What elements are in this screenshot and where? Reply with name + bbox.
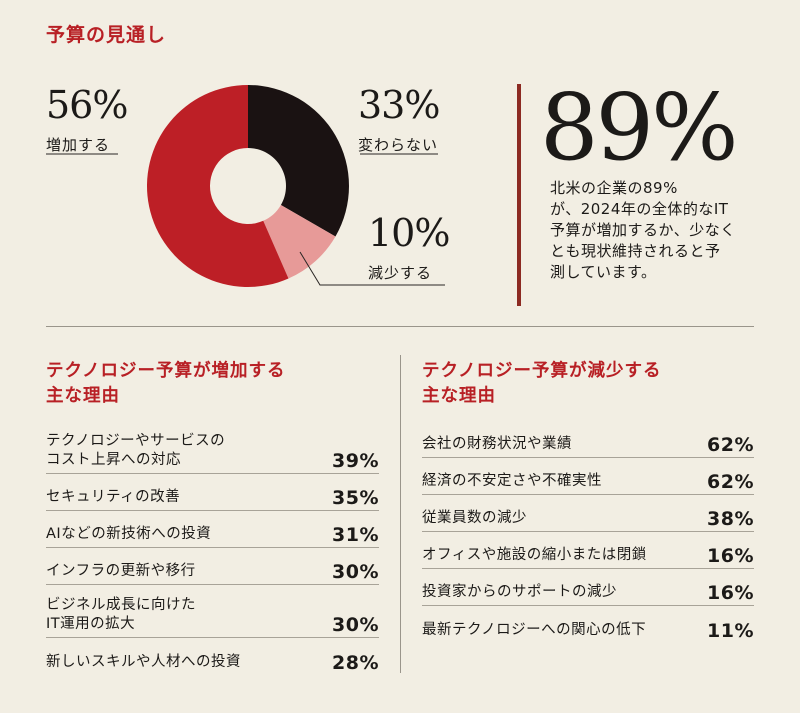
decrease-reason-value: 16% bbox=[707, 582, 754, 604]
decrease-reasons-title: テクノロジー予算が減少する 主な理由 bbox=[422, 361, 662, 406]
increase-reason-value: 31% bbox=[332, 524, 379, 546]
increase-reasons-title: テクノロジー予算が増加する 主な理由 bbox=[46, 361, 286, 406]
decrease-reason-value: 38% bbox=[707, 508, 754, 530]
slice-label-same: 33% 変わらない bbox=[358, 83, 440, 155]
increase-reason-value: 30% bbox=[332, 614, 379, 636]
increase-reasons-table: テクノロジーやサービスの コスト上昇への対応 39% セキュリティの改善 35% AIな… bbox=[46, 421, 379, 675]
increase-reason-label: 新しいスキルや人材への投資 bbox=[46, 654, 241, 670]
increase-reason-label: インフラの更新や移行 bbox=[46, 563, 196, 579]
increase-reason-label: ビジネル成長に向けた IT運用の拡大 bbox=[46, 597, 196, 632]
decrease-reason-row: 最新テクノロジーへの関心の低下 11% bbox=[422, 606, 754, 643]
slice-label-decrease: 10% 減少する bbox=[368, 211, 450, 283]
column-divider bbox=[400, 355, 401, 673]
increase-reason-row: AIなどの新技術への投資 31% bbox=[46, 511, 379, 548]
decrease-reason-label: 経済の不安定さや不確実性 bbox=[422, 473, 602, 489]
increase-reason-value: 30% bbox=[332, 561, 379, 583]
increase-reason-label: AIなどの新技術への投資 bbox=[46, 526, 212, 542]
decrease-reason-row: 投資家からのサポートの減少 16% bbox=[422, 569, 754, 606]
slice-name-same: 変わらない bbox=[358, 136, 439, 154]
increase-reason-label: テクノロジーやサービスの コスト上昇への対応 bbox=[46, 433, 226, 468]
decrease-reasons-table: 会社の財務状況や業績 62% 経済の不安定さや不確実性 62% 従業員数の減少 38% オフ… bbox=[422, 421, 754, 643]
donut-slice-same bbox=[248, 85, 349, 237]
donut-slice-increase bbox=[147, 85, 289, 287]
decrease-reason-label: 会社の財務状況や業績 bbox=[422, 436, 572, 452]
increase-reason-row: 新しいスキルや人材への投資 28% bbox=[46, 638, 379, 675]
slice-value-increase: 56% bbox=[46, 83, 128, 127]
budget-donut-chart bbox=[46, 85, 445, 287]
decrease-reason-label: 従業員数の減少 bbox=[422, 510, 527, 526]
decrease-reason-row: 従業員数の減少 38% bbox=[422, 495, 754, 532]
slice-name-increase: 増加する bbox=[46, 136, 111, 154]
decrease-reason-value: 62% bbox=[707, 434, 754, 456]
decrease-reason-label: オフィスや施設の縮小または閉鎖 bbox=[422, 547, 647, 563]
increase-reason-value: 39% bbox=[332, 450, 379, 472]
section-divider bbox=[46, 326, 754, 327]
hero-value: 89% bbox=[540, 74, 738, 181]
slice-label-increase: 56% 増加する bbox=[46, 83, 128, 155]
increase-reason-row: テクノロジーやサービスの コスト上昇への対応 39% bbox=[46, 421, 379, 474]
budget-outlook-title: 予算の見通し bbox=[46, 24, 167, 46]
increase-reason-row: インフラの更新や移行 30% bbox=[46, 548, 379, 585]
leader-line-decrease bbox=[299, 251, 445, 286]
decrease-reason-value: 62% bbox=[707, 471, 754, 493]
increase-reason-row: セキュリティの改善 35% bbox=[46, 474, 379, 511]
increase-reason-label: セキュリティの改善 bbox=[46, 489, 181, 505]
decrease-reason-value: 16% bbox=[707, 545, 754, 567]
increase-reason-value: 28% bbox=[332, 652, 379, 674]
donut-slice-decrease bbox=[263, 205, 336, 279]
decrease-reason-value: 11% bbox=[707, 620, 754, 642]
hero-accent-bar bbox=[517, 84, 521, 306]
decrease-reason-row: 経済の不安定さや不確実性 62% bbox=[422, 458, 754, 495]
decrease-reason-row: オフィスや施設の縮小または閉鎖 16% bbox=[422, 532, 754, 569]
decrease-reason-row: 会社の財務状況や業績 62% bbox=[422, 421, 754, 458]
slice-value-decrease: 10% bbox=[368, 211, 450, 255]
hero-text: 北米の企業の89% が、2024年の全体的なIT 予算が増加するか、少なく とも… bbox=[550, 179, 736, 281]
slice-name-decrease: 減少する bbox=[368, 264, 433, 282]
increase-reason-row: ビジネル成長に向けた IT運用の拡大 30% bbox=[46, 585, 379, 638]
slice-value-same: 33% bbox=[358, 83, 440, 127]
decrease-reason-label: 投資家からのサポートの減少 bbox=[422, 584, 617, 600]
increase-reason-value: 35% bbox=[332, 487, 379, 509]
decrease-reason-label: 最新テクノロジーへの関心の低下 bbox=[422, 622, 647, 638]
donut-slices bbox=[147, 85, 349, 287]
